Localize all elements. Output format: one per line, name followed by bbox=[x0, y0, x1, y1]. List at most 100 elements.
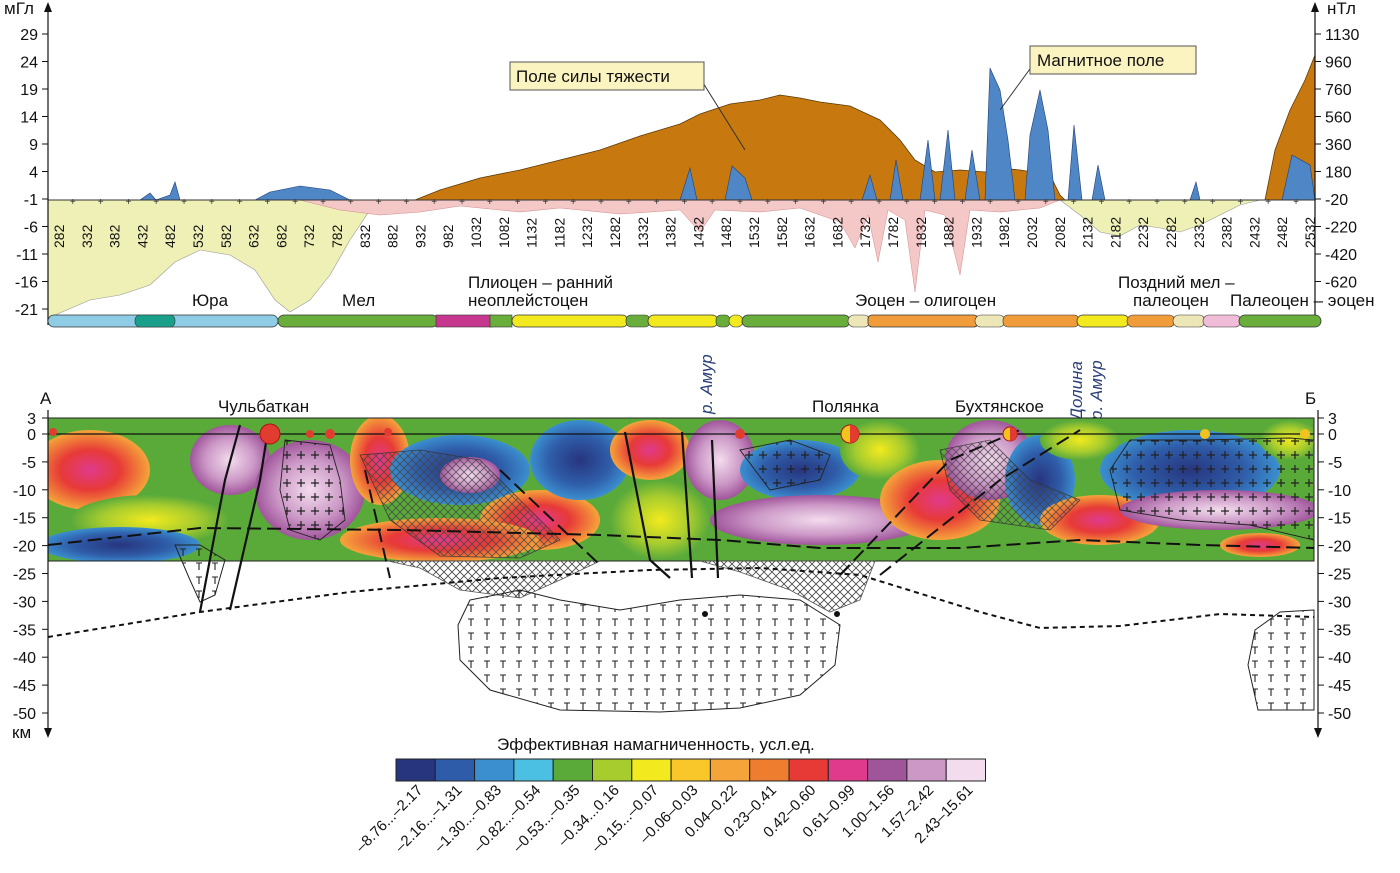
legend-color-swatch bbox=[827, 758, 869, 782]
age-label-late-cretaceous-1: Поздний мел – bbox=[1118, 273, 1235, 292]
endpoint-a: А bbox=[40, 389, 52, 408]
picket-marker: + bbox=[1126, 197, 1132, 208]
legend-title: Эффективная намагниченность, усл.ед. bbox=[497, 735, 815, 754]
picket-labels: 282 332 +382 +432 +482 +532 +582 +632 +682 +732 +7… bbox=[51, 197, 1318, 248]
picket-label: 1782 bbox=[885, 217, 901, 248]
left-axis-tick-label: -11 bbox=[16, 247, 38, 264]
legend-color-swatch bbox=[592, 758, 633, 782]
magnetic-callout-text: Магнитное поле bbox=[1037, 51, 1164, 70]
depth-tick-label-right: -30 bbox=[1328, 594, 1351, 611]
picket-label: 782 bbox=[329, 224, 345, 248]
right-axis-ticks: 1130 960 760 560 360 180 -20 -220 -420 -620 bbox=[1315, 27, 1360, 292]
age-label-pliocene-2: неоплейстоцен bbox=[468, 291, 588, 310]
picket-marker: + bbox=[1210, 197, 1216, 208]
picket-label: 532 bbox=[190, 224, 206, 248]
left-axis-tick-label: -21 bbox=[15, 302, 38, 319]
picket-marker: + bbox=[237, 197, 243, 208]
right-axis-tick-label: 560 bbox=[1325, 110, 1352, 127]
picket-label: 1632 bbox=[802, 217, 818, 248]
picket-label: 932 bbox=[412, 224, 428, 248]
picket-marker: + bbox=[1154, 197, 1160, 208]
picket-label: 1432 bbox=[690, 217, 706, 248]
geology-strip bbox=[47, 314, 1322, 328]
depth-tick-label-left: -25 bbox=[13, 567, 36, 584]
magnetization-legend: Эффективная намагниченность, усл.ед. –8.… bbox=[352, 735, 987, 856]
granite-body-2 bbox=[1109, 437, 1315, 541]
top-panel: мГл 29 24 19 14 9 4 -1 -6 -11 -16 -21 нТл 1130 960 7… bbox=[4, 0, 1375, 328]
picket-label: 2032 bbox=[1024, 217, 1040, 248]
picket-marker: + bbox=[904, 197, 910, 208]
depth-tick-label-left: -30 bbox=[13, 594, 36, 611]
picket-marker: + bbox=[1071, 197, 1077, 208]
magnetic-field-area bbox=[139, 67, 1316, 201]
picket-marker: + bbox=[709, 197, 715, 208]
granite-body-3 bbox=[739, 439, 831, 491]
right-axis-tick-label: -220 bbox=[1325, 220, 1357, 237]
legend-color-swatch bbox=[945, 758, 987, 782]
picket-marker: + bbox=[987, 197, 993, 208]
legend-class-labels: –8.76...–2.17–2.16...–1.31–1.30...–0.83–… bbox=[352, 782, 976, 856]
picket-marker: + bbox=[793, 197, 799, 208]
picket-label: 1732 bbox=[857, 217, 873, 248]
legend-color-swatch bbox=[788, 758, 829, 782]
legend-color-swatch bbox=[709, 758, 751, 782]
picket-label: 2132 bbox=[1080, 217, 1096, 248]
depth-tick-label-left: -40 bbox=[13, 650, 36, 667]
legend-color-swatch bbox=[749, 758, 790, 782]
left-axis-tick-label: 19 bbox=[20, 82, 38, 99]
picket-marker: + bbox=[292, 197, 298, 208]
left-axis-tick-label: 9 bbox=[29, 137, 38, 154]
picket-marker: + bbox=[932, 197, 938, 208]
place-polyanka: Полянка bbox=[812, 397, 880, 416]
picket-label: 1232 bbox=[579, 217, 595, 248]
picket-label: 1482 bbox=[718, 217, 734, 248]
left-axis-tick-label: 29 bbox=[20, 27, 38, 44]
picket-marker: + bbox=[765, 197, 771, 208]
right-axis-tick-label: 960 bbox=[1325, 55, 1352, 72]
picket-marker: + bbox=[737, 197, 743, 208]
fault-lines bbox=[198, 424, 720, 613]
depth-tick-label-right: -45 bbox=[1328, 678, 1351, 695]
picket-marker: + bbox=[654, 197, 660, 208]
depth-tick-label-left: 3 bbox=[27, 411, 36, 428]
moho-line bbox=[47, 566, 1315, 638]
picket-label: 1082 bbox=[496, 217, 512, 248]
picket-label: 2332 bbox=[1191, 217, 1207, 248]
deep-intrusion-center bbox=[457, 589, 841, 713]
picket-marker: + bbox=[1182, 197, 1188, 208]
picket-label: 1532 bbox=[746, 217, 762, 248]
picket-marker: + bbox=[570, 197, 576, 208]
picket-label: 2532 bbox=[1302, 217, 1318, 248]
depth-ticks-left: 30 -5 -10 -15 -20 -25 -30 -35 -40 -45 -50 bbox=[13, 411, 48, 723]
depth-tick-label-left: -10 bbox=[13, 483, 36, 500]
left-axis-unit: мГл bbox=[4, 0, 34, 18]
legend-color-swatch bbox=[513, 758, 554, 782]
picket-marker: + bbox=[70, 197, 76, 208]
picket-label: 1032 bbox=[468, 217, 484, 248]
river-amur-label: р. Амур bbox=[697, 354, 716, 415]
picket-label: 432 bbox=[134, 224, 150, 248]
legend-color-swatch bbox=[631, 758, 672, 782]
cross-section: А Б Чульбаткан Полянка Бухтянское р. Аму… bbox=[12, 354, 1351, 742]
picket-marker: + bbox=[821, 197, 827, 208]
depth-tick-label-left: 0 bbox=[27, 427, 36, 444]
age-label-paleocene-eocene: Палеоцен – эоцен bbox=[1230, 291, 1375, 310]
deep-intrusion-left bbox=[174, 544, 226, 603]
picket-label: 382 bbox=[107, 224, 123, 248]
picket-marker: + bbox=[459, 197, 465, 208]
depth-tick-label-left: -35 bbox=[13, 622, 36, 639]
left-axis-tick-label: 14 bbox=[20, 110, 38, 127]
picket-marker: + bbox=[209, 197, 215, 208]
age-label-eocene-oligocene: Эоцен – олигоцен bbox=[855, 291, 996, 310]
left-axis-tick-label: 4 bbox=[29, 165, 38, 182]
dashed-boundaries bbox=[47, 429, 1315, 579]
picket-label: 1832 bbox=[913, 217, 929, 248]
left-axis-ticks: 29 24 19 14 9 4 -1 -6 -11 -16 -21 bbox=[15, 27, 48, 319]
left-axis-tick-label: -16 bbox=[15, 275, 38, 292]
picket-marker: + bbox=[320, 197, 326, 208]
picket-marker: + bbox=[265, 197, 271, 208]
picket-label: 832 bbox=[357, 224, 373, 248]
picket-marker: + bbox=[98, 197, 104, 208]
left-axis-tick-label: -6 bbox=[24, 220, 38, 237]
depth-tick-label-right: -50 bbox=[1328, 706, 1351, 723]
